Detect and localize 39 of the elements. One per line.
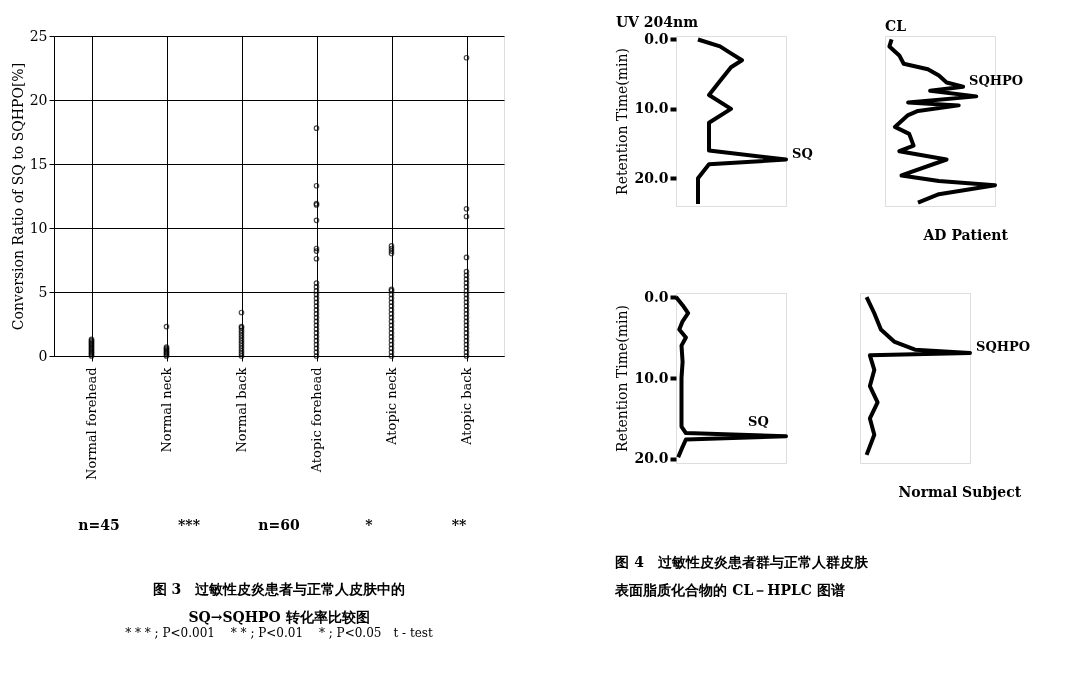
- y-tick-label: 0.0: [644, 288, 669, 305]
- text: n=45: [78, 517, 120, 533]
- text: * * * ; P<0.001 * * ; P<0.01 * ; P<0.05 t - test: [125, 626, 434, 640]
- x-tick-label: Normal neck: [159, 367, 174, 453]
- y-tick-label: 0: [38, 347, 48, 364]
- text: ***: [178, 517, 201, 533]
- y-tick-label: 25: [29, 27, 48, 44]
- y-tick-label: 10.0: [634, 100, 669, 117]
- y-axis-title: Retention Time(min): [614, 48, 631, 195]
- annotation: SQ: [792, 145, 813, 161]
- text: 表面脂质化合物的 CL－HPLC 图谱: [614, 581, 845, 598]
- text: **: [451, 517, 467, 533]
- y-axis-title: Conversion Ratio of SQ to SQHPO[%]: [9, 62, 26, 331]
- y-tick-label: 0.0: [644, 30, 669, 47]
- annotation: SQHPO: [969, 72, 1024, 88]
- y-tick-label: 20.0: [634, 450, 669, 467]
- y-axis-title: Retention Time(min): [614, 305, 631, 452]
- y-tick-label: 10: [29, 219, 48, 236]
- x-tick-label: Atopic forehead: [309, 367, 324, 474]
- y-tick-label: 5: [38, 283, 48, 300]
- x-axis-title: AD Patient: [922, 227, 1009, 243]
- y-tick-label: 10.0: [634, 369, 669, 386]
- x-axis-title: Normal Subject: [898, 484, 1022, 500]
- text: n=60: [258, 517, 300, 533]
- x-tick-label: Atopic neck: [384, 367, 399, 446]
- y-tick-label: 15: [29, 155, 48, 172]
- x-tick-label: Normal forehead: [84, 367, 99, 480]
- chart-title: CL: [885, 18, 907, 34]
- y-tick-label: 20: [29, 91, 48, 108]
- chart-title: UV 204nm: [615, 14, 699, 31]
- text: *: [365, 517, 374, 533]
- caption: 图 4 过敏性皮炎患者群与正常人群皮肤: [615, 553, 870, 570]
- y-tick-label: 20.0: [634, 169, 669, 186]
- annotation: SQ: [748, 414, 769, 430]
- text: SQ→SQHPO 转化率比较图: [188, 609, 370, 625]
- x-tick-label: Atopic back: [459, 367, 474, 446]
- text: 图 3 过敏性皮炎患者与正常人皮肤中的: [152, 581, 406, 597]
- annotation: SQHPO: [976, 338, 1031, 354]
- x-tick-label: Normal back: [234, 367, 249, 453]
